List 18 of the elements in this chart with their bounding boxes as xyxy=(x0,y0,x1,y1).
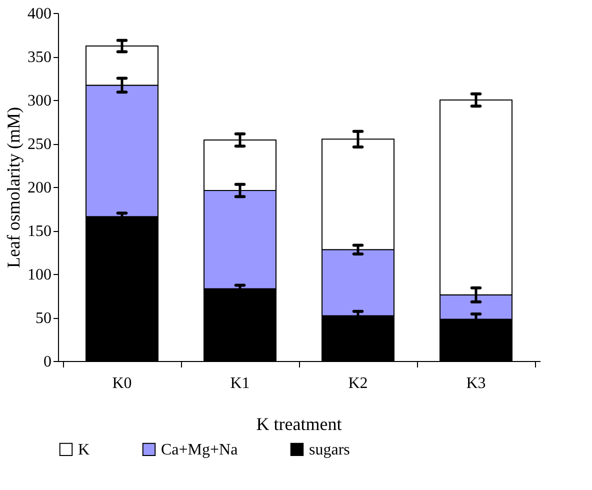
x-tick-label: K1 xyxy=(230,375,250,392)
x-axis-title: K treatment xyxy=(256,414,342,434)
y-tick-label: 100 xyxy=(28,266,52,284)
x-tick-label: K0 xyxy=(112,375,132,392)
y-tick-label: 300 xyxy=(28,92,52,110)
y-tick-label: 50 xyxy=(36,310,52,327)
y-tick-label: 250 xyxy=(28,136,52,153)
y-tick-label: 0 xyxy=(44,354,52,370)
legend-label: sugars xyxy=(309,441,350,458)
y-tick-label: 350 xyxy=(28,49,52,66)
y-tick-label: 400 xyxy=(28,6,52,22)
y-tick-label: 200 xyxy=(28,180,52,196)
y-axis-title: Leaf osmolarity (mM) xyxy=(4,107,24,268)
legend-label: Ca+Mg+Na xyxy=(161,441,238,458)
legend-label: K xyxy=(78,441,90,458)
x-tick-label: K3 xyxy=(466,375,486,392)
y-tick-label: 150 xyxy=(28,223,52,240)
x-tick-label: K2 xyxy=(348,375,368,392)
